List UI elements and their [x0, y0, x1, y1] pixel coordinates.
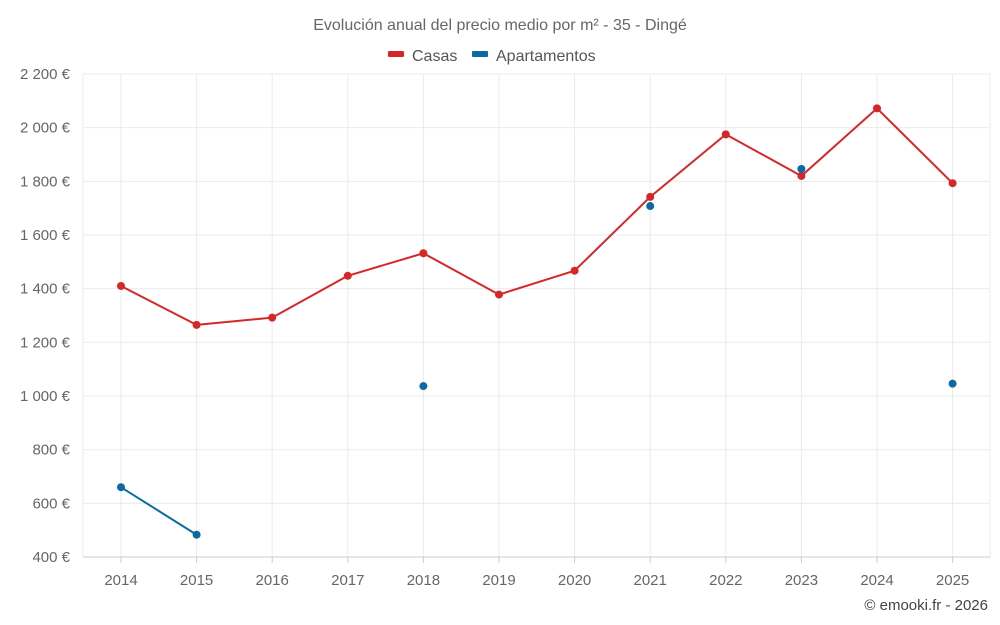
x-tick-label: 2018 [407, 572, 440, 589]
series-casas [117, 104, 957, 329]
data-point-casas-2025[interactable] [948, 179, 957, 188]
grid [82, 73, 991, 557]
series-segment-casas [271, 274, 349, 319]
series-segment-casas [120, 284, 198, 326]
legend-item-casas[interactable]: Casas [388, 48, 457, 65]
data-point-casas-2015[interactable] [192, 320, 201, 329]
chart-title: Evolución anual del precio medio por m² … [313, 17, 687, 34]
data-point-casas-2014[interactable] [117, 281, 125, 290]
x-tick-label: 2015 [180, 572, 213, 589]
x-tick-label: 2025 [936, 572, 969, 589]
series-segment-casas [422, 252, 500, 296]
data-point-apartamentos-2023[interactable] [797, 164, 806, 173]
legend-swatch-casas [388, 51, 404, 57]
legend-label-apartamentos: Apartamentos [496, 48, 596, 65]
series-segment-apartamentos [120, 486, 198, 536]
y-tick-label: 600 € [32, 495, 70, 512]
legend-item-apartamentos[interactable]: Apartamentos [472, 48, 596, 65]
x-axis: 2014 2015 2016 2017 2018 2019 2020 2021 2022 2023… [83, 556, 990, 589]
y-tick-label: 1 600 € [20, 227, 71, 244]
legend: Casas Apartamentos [388, 48, 596, 65]
data-point-casas-2021[interactable] [646, 192, 655, 201]
data-point-casas-2018[interactable] [419, 249, 428, 258]
series [117, 104, 957, 539]
x-tick-label: 2016 [256, 572, 289, 589]
y-tick-label: 400 € [32, 549, 70, 566]
y-tick-label: 2 000 € [20, 120, 71, 137]
series-segment-casas [573, 195, 652, 272]
y-tick-label: 800 € [32, 442, 70, 459]
data-point-casas-2020[interactable] [570, 266, 579, 275]
x-tick-label: 2017 [331, 572, 364, 589]
x-tick-label: 2024 [860, 572, 893, 589]
legend-label-casas: Casas [412, 48, 457, 65]
series-segment-casas [649, 133, 727, 198]
data-point-casas-2016[interactable] [268, 313, 277, 322]
data-point-casas-2022[interactable] [721, 130, 730, 139]
series-segment-casas [498, 269, 576, 296]
data-point-apartamentos-2025[interactable] [948, 379, 957, 388]
data-point-casas-2023[interactable] [797, 171, 806, 180]
y-tick-label: 1 200 € [20, 334, 71, 351]
x-tick-label: 2019 [482, 572, 515, 589]
x-tick-label: 2020 [558, 572, 591, 589]
series-segment-casas [346, 252, 425, 277]
data-point-apartamentos-2014[interactable] [117, 483, 125, 492]
series-apartamentos [117, 164, 957, 539]
x-tick-label: 2021 [634, 572, 667, 589]
y-tick-label: 1 400 € [20, 281, 71, 298]
legend-swatch-apartamentos [472, 51, 488, 57]
data-point-casas-2024[interactable] [873, 104, 881, 113]
x-tick-label: 2014 [104, 572, 137, 589]
credit-text: © emooki.fr - 2026 [864, 597, 988, 614]
data-point-apartamentos-2018[interactable] [419, 382, 428, 391]
series-segment-casas [876, 107, 954, 185]
series-segment-casas [800, 107, 878, 177]
data-point-apartamentos-2021[interactable] [646, 202, 655, 211]
y-tick-label: 2 200 € [20, 66, 71, 83]
data-point-casas-2019[interactable] [495, 290, 503, 299]
y-axis: 400 € 600 € 800 € 1 000 € 1 200 € 1 400 € 1 60… [20, 66, 71, 566]
y-tick-label: 1 000 € [20, 388, 71, 405]
x-tick-label: 2023 [785, 572, 818, 589]
data-point-apartamentos-2015[interactable] [192, 530, 201, 539]
y-tick-label: 1 800 € [20, 173, 71, 190]
x-tick-label: 2022 [709, 572, 742, 589]
data-point-casas-2017[interactable] [343, 271, 352, 280]
series-segment-casas [195, 316, 274, 326]
series-segment-casas [724, 133, 803, 177]
